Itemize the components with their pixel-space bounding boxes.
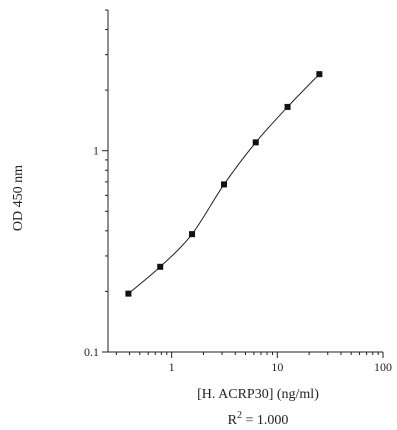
x-tick-label: 100 — [374, 360, 392, 374]
data-point — [316, 71, 323, 78]
x-tick-label: 1 — [169, 360, 175, 374]
x-ticks: 1 10 100 — [115, 352, 392, 374]
r-squared-value: = 1.000 — [242, 413, 288, 428]
data-point — [221, 181, 228, 188]
y-axis-title: OD 450 nm — [11, 165, 26, 231]
y-tick-label: 1 — [93, 144, 99, 158]
data-point — [284, 103, 291, 110]
x-axis-title: [H. ACRP30] (ng/ml) — [197, 387, 319, 402]
data-point — [252, 139, 259, 146]
data-points — [125, 71, 323, 297]
x-tick-label: 10 — [271, 360, 283, 374]
data-point — [189, 231, 196, 238]
r-squared-superscript: 2 — [237, 410, 242, 421]
y-ticks: 0.11 — [84, 9, 108, 359]
axes: 1 10 100 0.11 — [84, 9, 392, 374]
r-squared-annotation: R2 = 1.000 — [228, 410, 289, 428]
data-point — [157, 263, 164, 270]
y-tick-label: 0.1 — [84, 345, 99, 359]
data-point — [125, 290, 132, 297]
r-squared-prefix: R — [228, 413, 238, 428]
